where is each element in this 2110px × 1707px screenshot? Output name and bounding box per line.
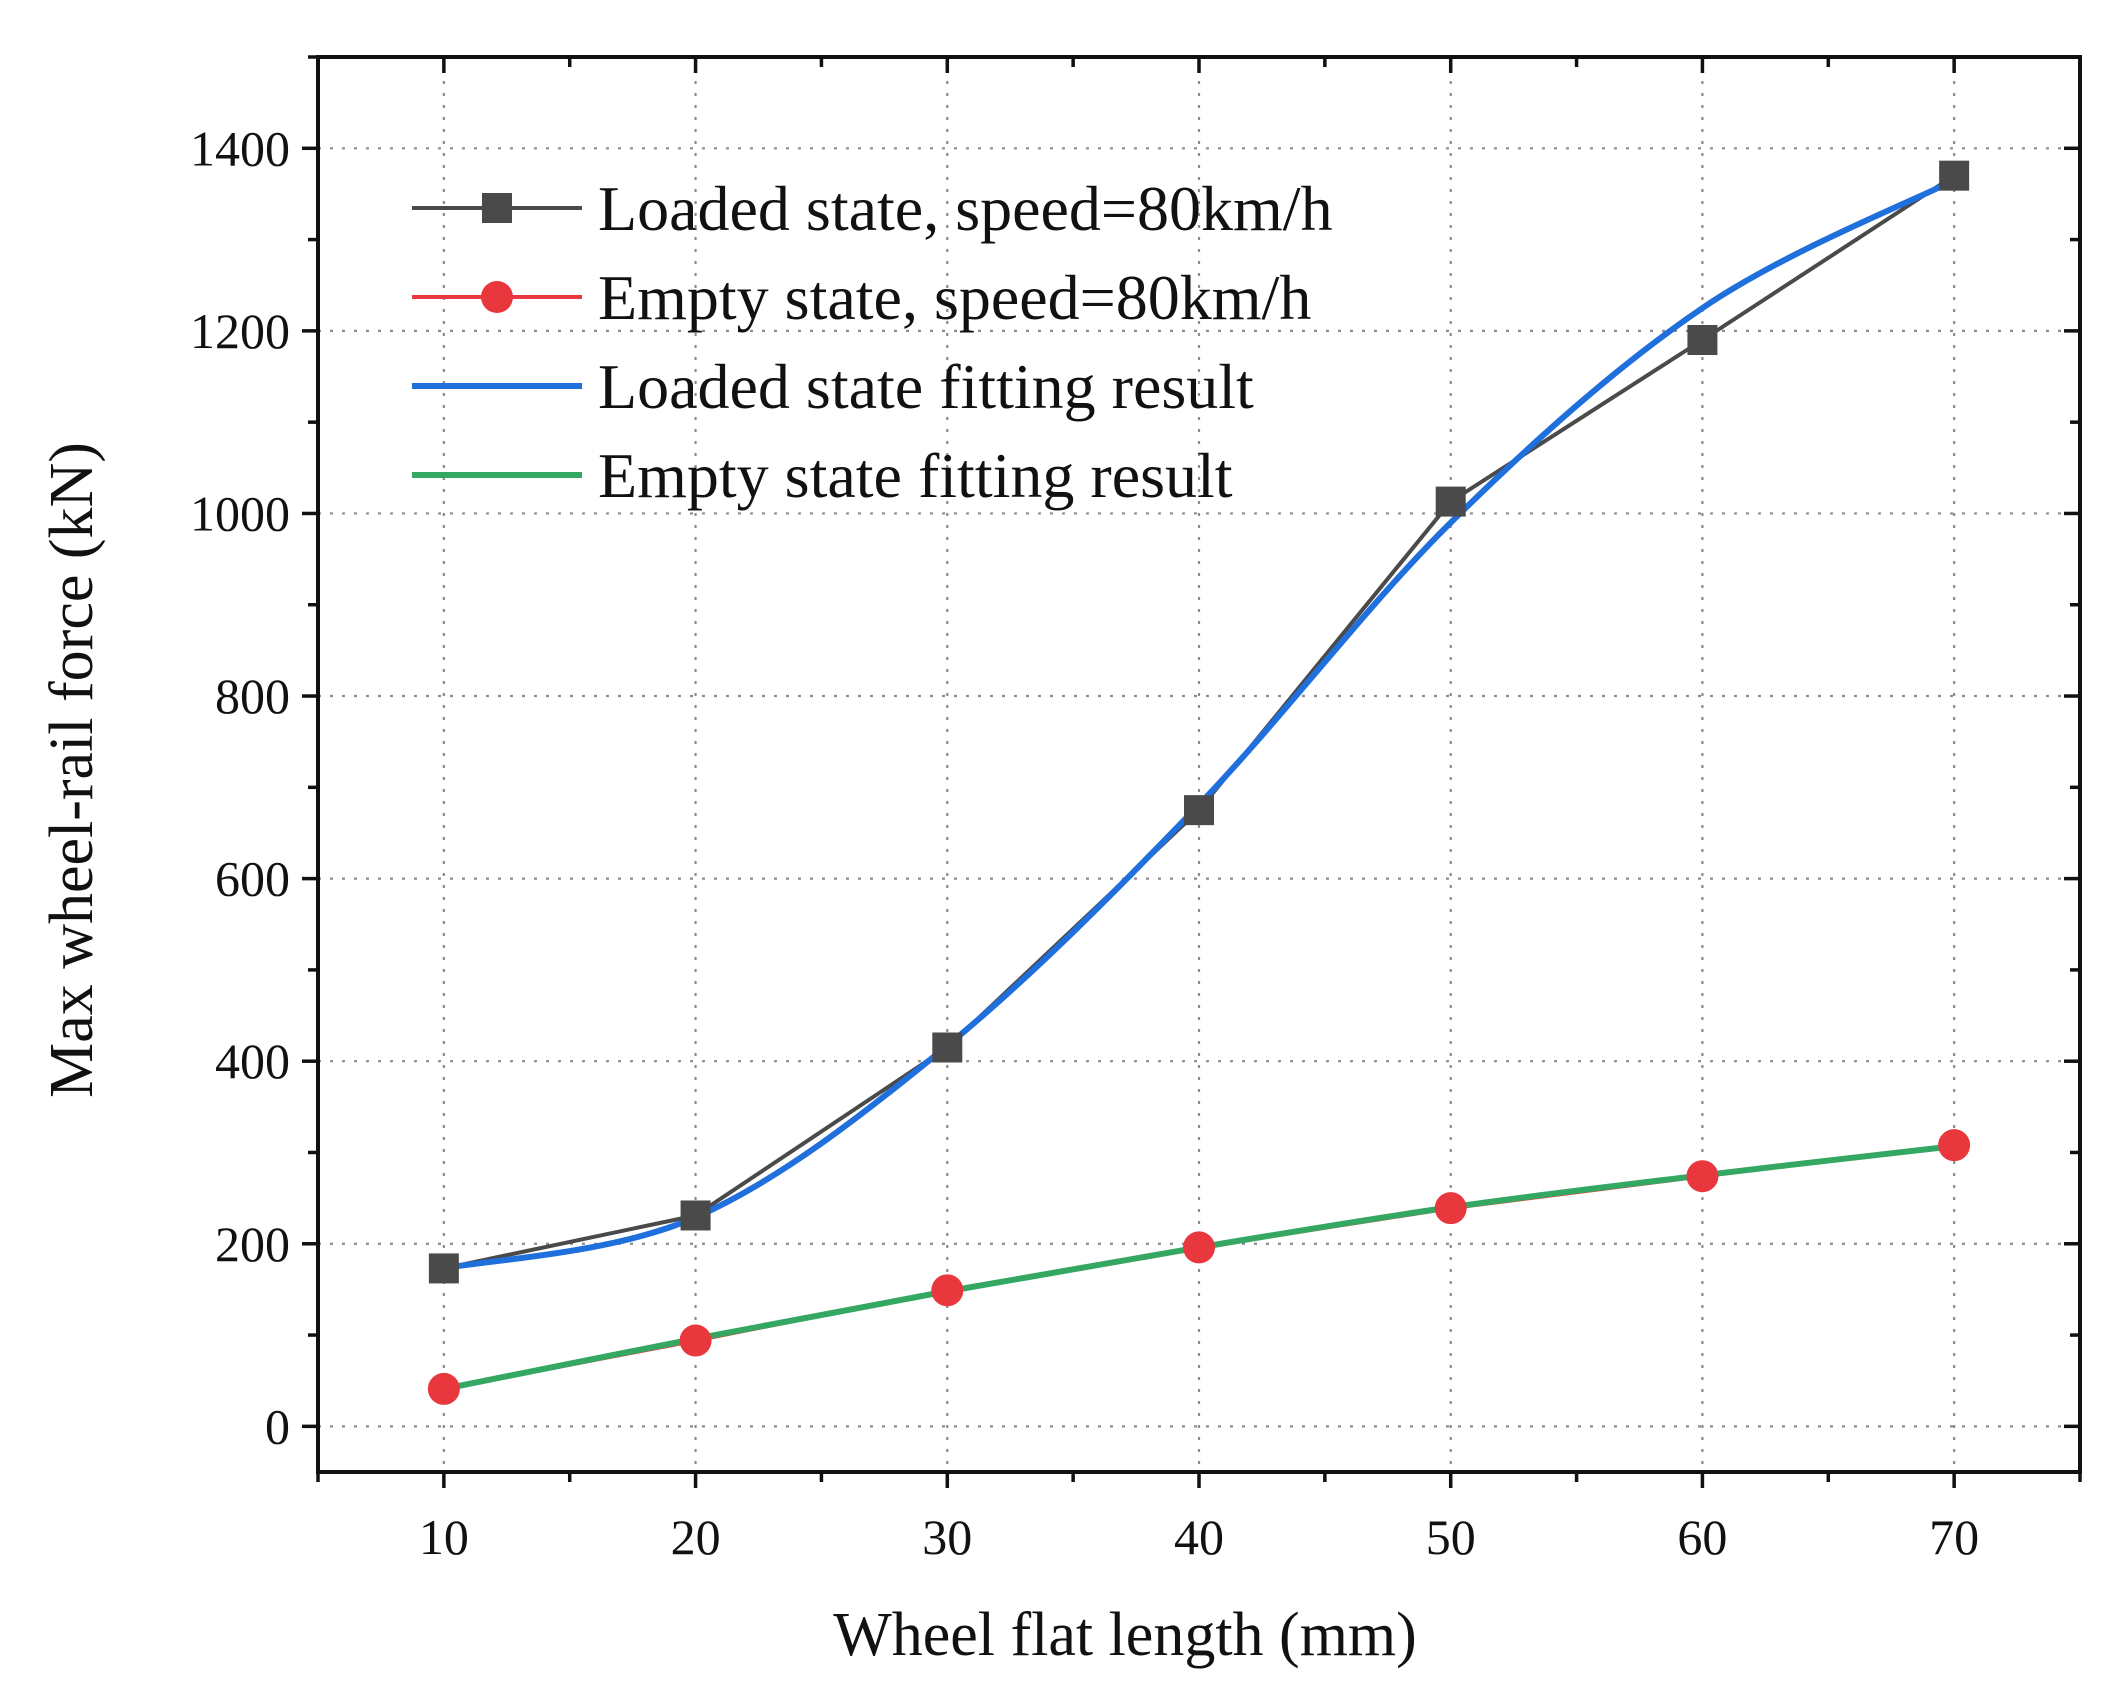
- data-point-circle: [1938, 1129, 1971, 1162]
- x-tick-label: 40: [1174, 1509, 1224, 1565]
- x-tick-label: 60: [1677, 1509, 1727, 1565]
- series-layer: [427, 160, 1971, 1405]
- x-tick-label: 10: [419, 1509, 469, 1565]
- y-tick-label: 800: [215, 668, 290, 724]
- series-line-loaded-state-speed-80km-h: [443, 174, 1956, 1271]
- data-point-circle: [931, 1274, 964, 1307]
- fit-curve-loaded-state-fitting-result: [440, 177, 1958, 1272]
- data-point-square: [1687, 325, 1718, 355]
- data-point-square: [932, 1032, 963, 1063]
- data-point-circle: [1686, 1160, 1719, 1193]
- legend-label: Empty state, speed=80km/h: [598, 262, 1311, 333]
- legend-label: Loaded state fitting result: [598, 351, 1254, 422]
- x-tick-label: 50: [1426, 1509, 1476, 1565]
- data-point-square: [680, 1200, 711, 1231]
- legend-label: Empty state fitting result: [598, 440, 1233, 511]
- y-axis-title: Max wheel-rail force (kN): [38, 442, 106, 1098]
- y-tick-label: 1000: [190, 485, 290, 541]
- x-tick-label: 20: [671, 1509, 721, 1565]
- data-point-square: [1184, 795, 1214, 826]
- y-tick-label: 1400: [190, 120, 290, 176]
- data-point-square: [428, 1253, 459, 1284]
- fit-curve-empty-state-fitting-result: [440, 1143, 1958, 1392]
- y-tick-label: 0: [265, 1398, 290, 1454]
- x-tick-label: 30: [922, 1509, 972, 1565]
- x-tick-label: 70: [1929, 1509, 1979, 1565]
- data-point-circle: [1434, 1192, 1467, 1225]
- y-tick-label: 200: [215, 1216, 290, 1272]
- data-point-circle: [427, 1372, 460, 1405]
- y-tick-label: 400: [215, 1033, 290, 1089]
- legend-marker-square: [482, 193, 512, 223]
- series-line-empty-state-speed-80km-h: [443, 1143, 1955, 1391]
- data-point-circle: [679, 1324, 712, 1357]
- data-point-square: [1435, 486, 1466, 517]
- y-tick-label: 600: [215, 851, 290, 907]
- legend: Loaded state, speed=80km/h Empty state, s…: [412, 173, 1333, 511]
- y-tick-label: 1200: [190, 303, 290, 359]
- x-axis-title: Wheel flat length (mm): [833, 1601, 1417, 1669]
- legend-label: Loaded state, speed=80km/h: [598, 173, 1333, 244]
- axes-layer: 10 20 30 40 50 60 70 0 200 400 600 800 1000 1200 1400: [190, 55, 2082, 1565]
- data-point-circle: [1183, 1231, 1215, 1264]
- legend-marker-circle: [481, 281, 513, 313]
- data-point-square: [1939, 160, 1970, 191]
